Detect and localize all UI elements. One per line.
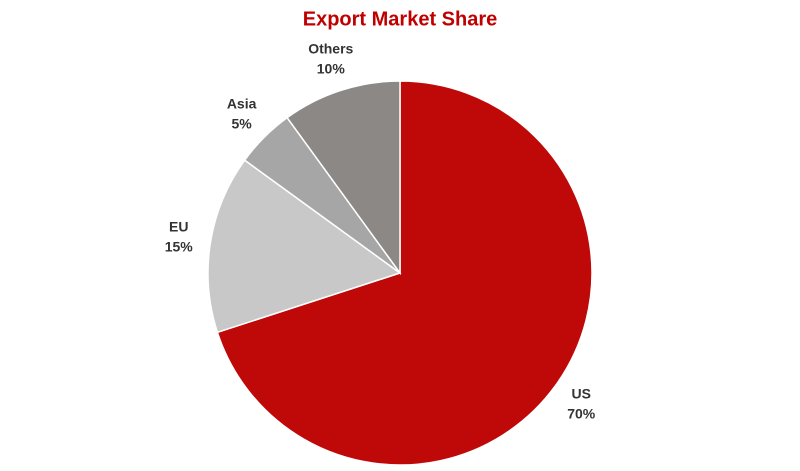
slice-label: Asia (227, 95, 257, 111)
slice-value-label: 5% (231, 115, 252, 131)
slice-label: EU (169, 219, 188, 235)
pie-slice (207, 159, 402, 334)
slice-value-label: 10% (317, 61, 346, 77)
slice-label: Others (308, 41, 353, 57)
slice-label: US (571, 385, 590, 401)
pie-slice (216, 80, 593, 466)
chart-title: Export Market Share (303, 8, 498, 30)
slice-value-label: 70% (567, 405, 596, 421)
slice-value-label: 15% (165, 239, 194, 255)
pie-slice (286, 80, 401, 276)
